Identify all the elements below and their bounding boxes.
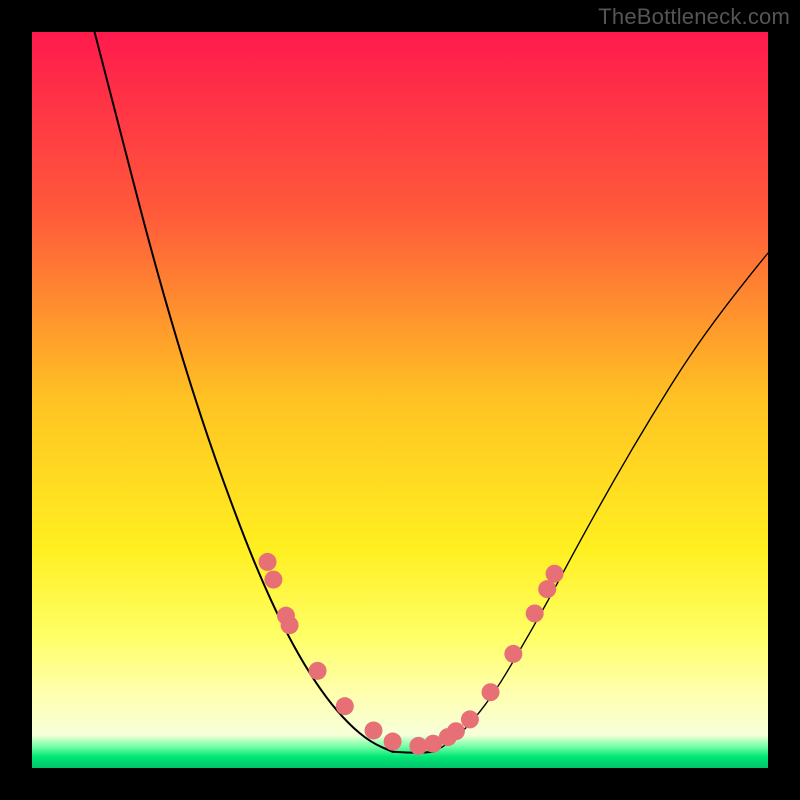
curve-marker (504, 645, 522, 663)
curve-marker (281, 616, 299, 634)
curve-marker (264, 571, 282, 589)
curve-marker (461, 710, 479, 728)
bottleneck-chart (0, 0, 800, 800)
curve-marker (365, 721, 383, 739)
curve-marker (384, 733, 402, 751)
curve-marker (526, 604, 544, 622)
plot-area (32, 32, 768, 768)
curve-marker (447, 722, 465, 740)
curve-marker (259, 553, 277, 571)
chart-container: TheBottleneck.com (0, 0, 800, 800)
curve-marker (538, 580, 556, 598)
watermark-text: TheBottleneck.com (598, 4, 790, 30)
curve-marker (482, 683, 500, 701)
curve-marker (546, 565, 564, 583)
curve-marker (309, 662, 327, 680)
curve-marker (336, 697, 354, 715)
